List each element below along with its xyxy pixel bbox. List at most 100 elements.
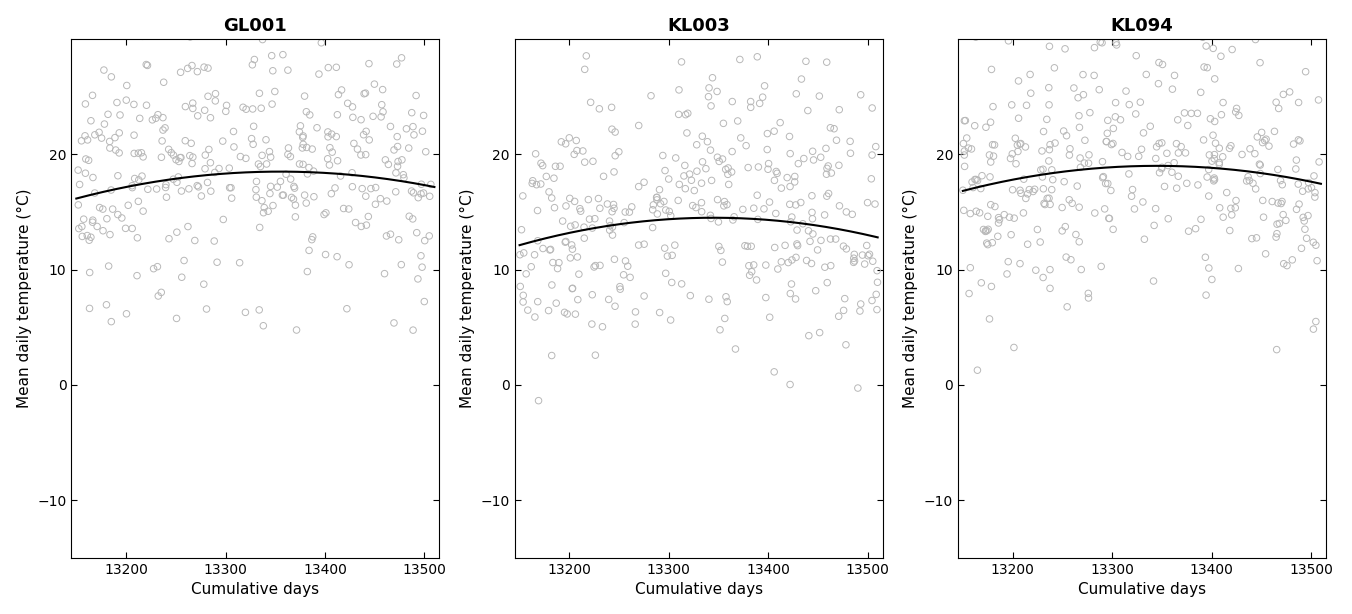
Point	[1052, 203, 1073, 212]
Point	[798, 106, 819, 115]
Point	[649, 308, 671, 317]
Point	[614, 207, 635, 217]
Point	[633, 291, 654, 301]
Point	[713, 201, 734, 211]
Point	[959, 289, 980, 298]
Point	[602, 207, 623, 217]
Point	[370, 100, 392, 110]
Point	[1297, 211, 1318, 220]
Point	[122, 181, 143, 190]
Point	[219, 183, 241, 193]
Point	[541, 351, 562, 360]
Point	[97, 261, 119, 271]
Point	[197, 144, 219, 154]
Point	[685, 166, 707, 176]
Point	[1148, 139, 1169, 149]
Point	[399, 211, 420, 221]
Point	[836, 340, 857, 350]
Point	[385, 187, 407, 196]
Point	[1165, 184, 1187, 193]
Point	[833, 306, 854, 316]
Point	[1069, 163, 1091, 173]
Point	[817, 278, 838, 287]
Point	[691, 131, 713, 141]
Point	[556, 201, 577, 211]
Point	[292, 143, 314, 153]
Point	[391, 155, 412, 165]
Point	[842, 254, 864, 263]
Point	[170, 68, 192, 77]
Point	[1242, 178, 1264, 188]
Point	[1293, 212, 1314, 222]
Point	[1220, 203, 1241, 213]
Point	[356, 126, 377, 136]
Point	[296, 169, 318, 179]
Point	[979, 150, 1000, 160]
Point	[402, 107, 423, 117]
Point	[584, 261, 606, 271]
Point	[1161, 168, 1183, 177]
Point	[306, 123, 327, 133]
Point	[1201, 274, 1222, 284]
Point	[691, 178, 713, 188]
Point	[128, 114, 150, 123]
Point	[1198, 191, 1220, 201]
Point	[1171, 142, 1192, 152]
Point	[825, 234, 846, 244]
Point	[318, 63, 339, 72]
Point	[1136, 69, 1157, 79]
Point	[708, 241, 730, 251]
Point	[280, 152, 301, 161]
Point	[771, 183, 792, 193]
Point	[1017, 239, 1038, 249]
Point	[135, 100, 157, 110]
Point	[1101, 185, 1122, 195]
Point	[754, 260, 776, 270]
Point	[953, 161, 975, 171]
Point	[600, 103, 622, 112]
Point	[1040, 284, 1061, 293]
Point	[1294, 224, 1315, 234]
Point	[353, 89, 375, 99]
Point	[786, 200, 807, 210]
Point	[787, 241, 808, 251]
Point	[1096, 128, 1118, 138]
Point	[1079, 107, 1101, 117]
Point	[1056, 252, 1078, 262]
Point	[311, 38, 333, 48]
Point	[301, 235, 323, 244]
Point	[301, 144, 323, 154]
Point	[1157, 214, 1179, 223]
Point	[840, 136, 861, 146]
Point	[333, 204, 354, 214]
Point	[216, 101, 238, 111]
Point	[1288, 98, 1310, 107]
Point	[533, 244, 554, 254]
Point	[784, 177, 806, 187]
Point	[861, 103, 883, 113]
Point	[1157, 161, 1179, 171]
Point	[564, 220, 585, 230]
Point	[527, 206, 549, 216]
Point	[70, 136, 92, 146]
Point	[258, 147, 280, 157]
Point	[527, 297, 549, 306]
Point	[538, 306, 560, 316]
Point	[1168, 148, 1190, 158]
Point	[1022, 187, 1044, 196]
Point	[821, 168, 842, 178]
Point	[531, 161, 553, 171]
Point	[538, 187, 560, 197]
Point	[588, 104, 610, 114]
Point	[691, 198, 713, 208]
Point	[975, 122, 996, 132]
Point	[668, 85, 690, 95]
Point	[650, 199, 672, 209]
Point	[798, 331, 819, 341]
Point	[96, 300, 118, 309]
Point	[1265, 98, 1287, 107]
Point	[815, 169, 837, 179]
Point	[277, 143, 299, 153]
Point	[406, 91, 427, 101]
Point	[516, 305, 538, 315]
